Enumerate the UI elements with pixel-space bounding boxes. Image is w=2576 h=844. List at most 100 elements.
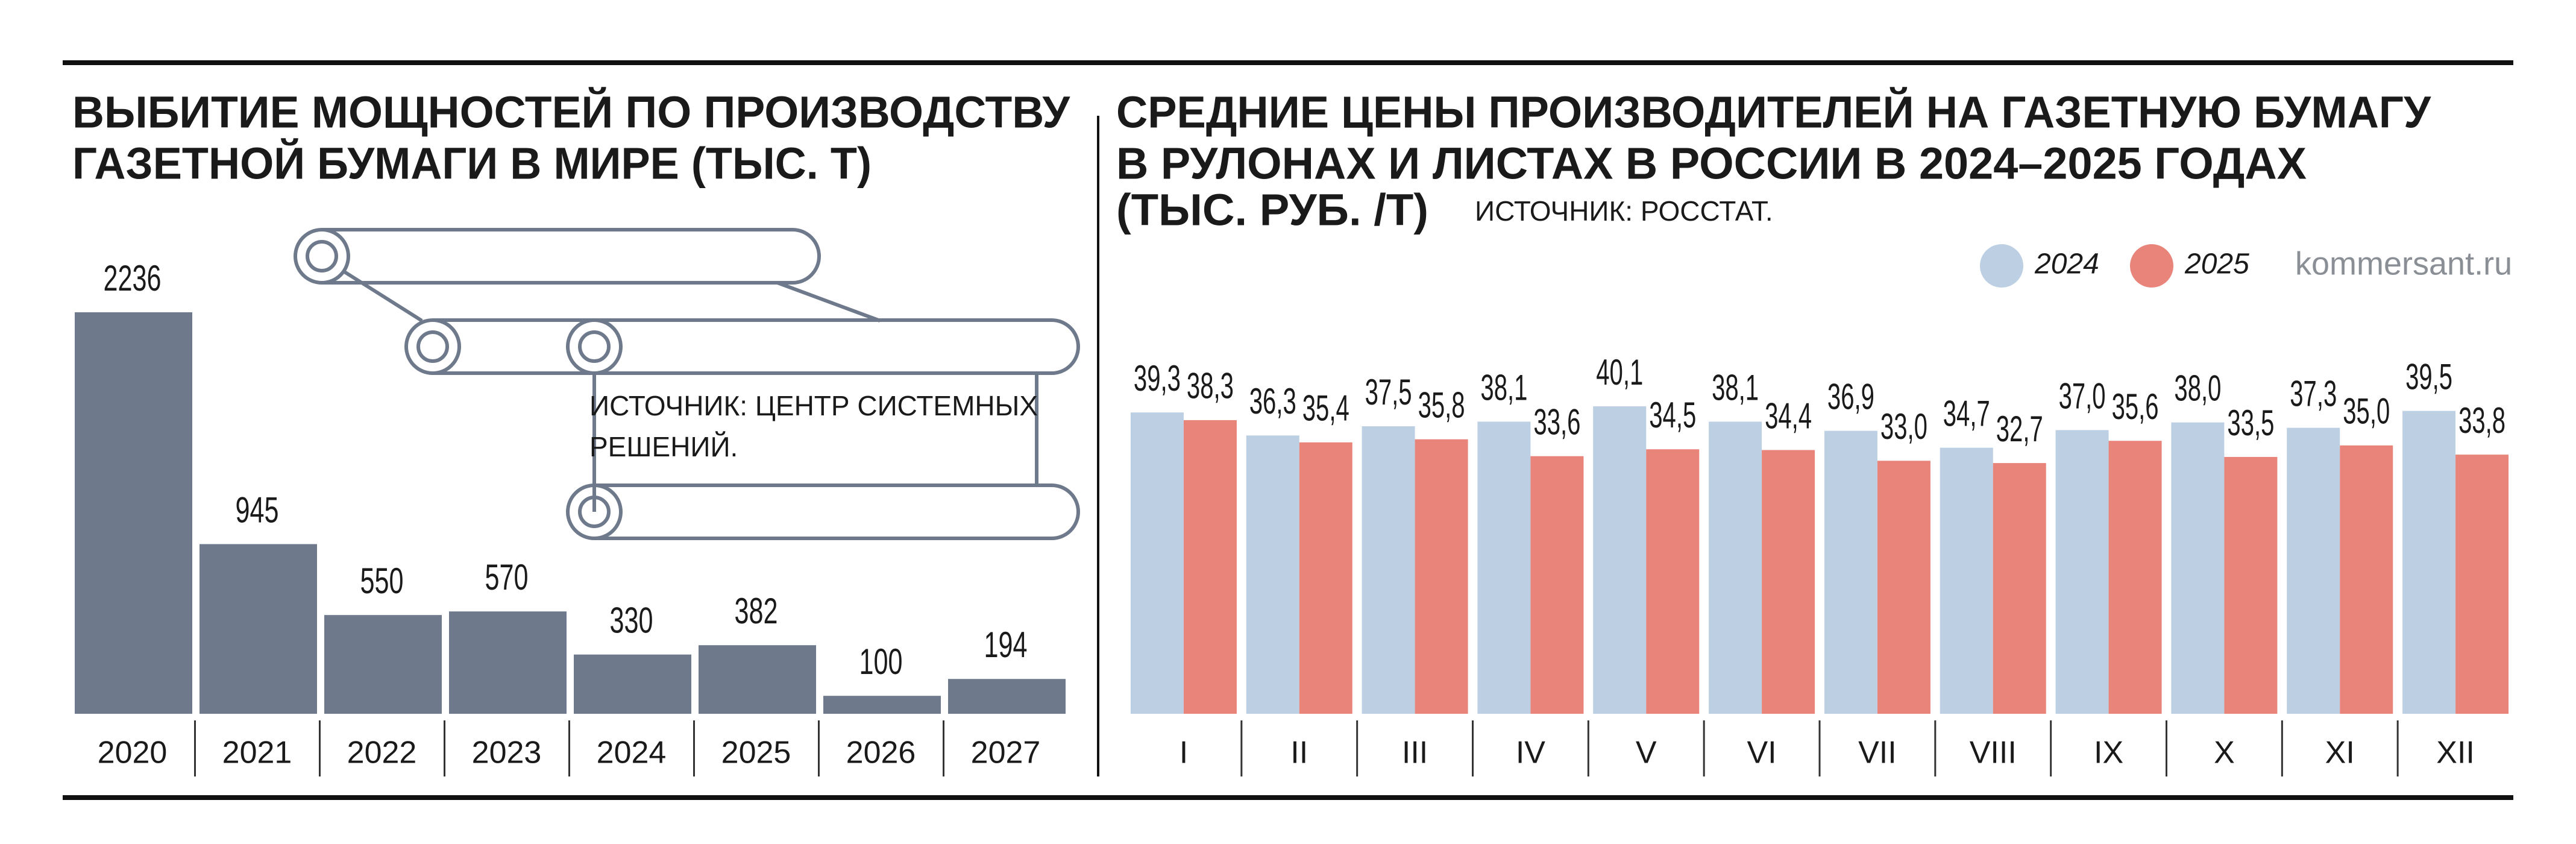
x-tick-label: I bbox=[1180, 735, 1188, 770]
x-tick-label: 2025 bbox=[721, 735, 791, 770]
value-label: 100 bbox=[859, 641, 903, 682]
x-tick-label: VIII bbox=[1970, 735, 2017, 770]
value-label: 550 bbox=[360, 561, 404, 601]
value-label: 194 bbox=[984, 625, 1028, 665]
bar bbox=[1646, 449, 1700, 714]
separator bbox=[194, 720, 196, 776]
x-tick-label: V bbox=[1636, 735, 1657, 770]
value-label: 38,0 bbox=[2174, 368, 2221, 409]
separator bbox=[1587, 720, 1589, 776]
chart-title: СРЕДНИЕ ЦЕНЫ ПРОИЗВОДИТЕЛЕЙ НА ГАЗЕТНУЮ … bbox=[1116, 87, 2431, 137]
value-label: 38,3 bbox=[1187, 366, 1234, 406]
value-label: 37,0 bbox=[2059, 376, 2106, 416]
separator bbox=[2396, 720, 2399, 776]
value-label: 39,3 bbox=[1134, 358, 1181, 398]
bar bbox=[1877, 461, 1930, 714]
value-label: 33,0 bbox=[1880, 406, 1927, 447]
bottom-rule bbox=[63, 795, 2513, 800]
bar bbox=[1183, 420, 1237, 714]
bar bbox=[948, 679, 1066, 714]
source: ИСТОЧНИК: РОССТАТ. bbox=[1475, 195, 1773, 227]
separator bbox=[1472, 720, 1474, 776]
value-label: 35,4 bbox=[1302, 388, 1349, 429]
bar bbox=[699, 645, 816, 714]
separator bbox=[444, 720, 445, 776]
bar bbox=[1477, 421, 1531, 714]
bar bbox=[1130, 412, 1184, 714]
value-label: 36,9 bbox=[1827, 377, 1874, 417]
bar bbox=[1593, 406, 1647, 714]
bar bbox=[75, 312, 192, 714]
value-label: 37,3 bbox=[2290, 373, 2337, 414]
value-label: 35,6 bbox=[2112, 386, 2159, 427]
separator bbox=[568, 720, 570, 776]
legend-swatch bbox=[1980, 244, 2023, 288]
x-tick-label: IV bbox=[1516, 735, 1545, 770]
value-label: 34,5 bbox=[1649, 395, 1696, 435]
x-tick-label: 2027 bbox=[971, 735, 1041, 770]
separator bbox=[943, 720, 944, 776]
bar bbox=[2108, 441, 2162, 714]
separator bbox=[693, 720, 695, 776]
source: ИСТОЧНИК: ЦЕНТР СИСТЕМНЫХ bbox=[589, 390, 1038, 421]
value-label: 33,8 bbox=[2458, 400, 2505, 441]
bar bbox=[1993, 463, 2046, 714]
x-tick-label: 2021 bbox=[222, 735, 292, 770]
chart-title: ВЫБИТИЕ МОЩНОСТЕЙ ПО ПРОИЗВОДСТВУ bbox=[72, 87, 1070, 137]
value-label: 40,1 bbox=[1596, 352, 1643, 392]
bar bbox=[1530, 456, 1584, 714]
separator bbox=[2166, 720, 2167, 776]
separator bbox=[818, 720, 820, 776]
value-label: 945 bbox=[236, 490, 279, 530]
value-label: 33,6 bbox=[1533, 402, 1580, 442]
bar bbox=[2455, 455, 2509, 714]
separator bbox=[2281, 720, 2283, 776]
site: kommersant.ru bbox=[2295, 245, 2512, 282]
bar bbox=[1762, 450, 1815, 714]
value-label: 35,0 bbox=[2343, 391, 2390, 432]
bar bbox=[2055, 430, 2109, 714]
bar bbox=[2340, 445, 2393, 714]
x-tick-label: X bbox=[2214, 735, 2235, 770]
value-label: 570 bbox=[485, 557, 529, 597]
separator bbox=[1818, 720, 1821, 776]
x-tick-label: VII bbox=[1858, 735, 1897, 770]
bar bbox=[2402, 411, 2456, 714]
value-label: 382 bbox=[735, 591, 778, 631]
value-label: 38,1 bbox=[1480, 367, 1527, 408]
separator bbox=[319, 720, 321, 776]
bar bbox=[2287, 427, 2340, 714]
separator bbox=[2050, 720, 2052, 776]
value-label: 38,1 bbox=[1712, 367, 1759, 408]
bar bbox=[1362, 426, 1415, 714]
value-label: 36,3 bbox=[1249, 381, 1296, 421]
x-tick-label: 2020 bbox=[98, 735, 168, 770]
value-label: 39,5 bbox=[2405, 356, 2452, 397]
bar bbox=[823, 696, 941, 714]
separator bbox=[1240, 720, 1243, 776]
x-tick-label: XII bbox=[2436, 735, 2475, 770]
source: РЕШЕНИЙ. bbox=[589, 431, 738, 462]
separator bbox=[1356, 720, 1359, 776]
bar bbox=[1940, 447, 1993, 714]
bar bbox=[2224, 456, 2278, 714]
top-rule bbox=[63, 60, 2513, 65]
value-label: 33,5 bbox=[2227, 403, 2274, 443]
paper-rolls bbox=[294, 228, 1080, 540]
x-tick-label: 2026 bbox=[846, 735, 916, 770]
value-label: 34,4 bbox=[1765, 395, 1812, 436]
bar bbox=[1709, 421, 1762, 714]
value-label: 330 bbox=[610, 600, 653, 641]
divider bbox=[1097, 116, 1099, 776]
value-label: 35,8 bbox=[1418, 385, 1465, 426]
separator bbox=[1934, 720, 1937, 776]
bar bbox=[574, 654, 691, 714]
x-tick-label: III bbox=[1402, 735, 1428, 770]
x-tick-label: 2024 bbox=[597, 735, 667, 770]
bar bbox=[1246, 435, 1299, 714]
legend-swatch bbox=[2130, 244, 2173, 288]
x-tick-label: 2023 bbox=[472, 735, 542, 770]
x-tick-label: VI bbox=[1747, 735, 1777, 770]
value-label: 32,7 bbox=[1996, 409, 2043, 449]
